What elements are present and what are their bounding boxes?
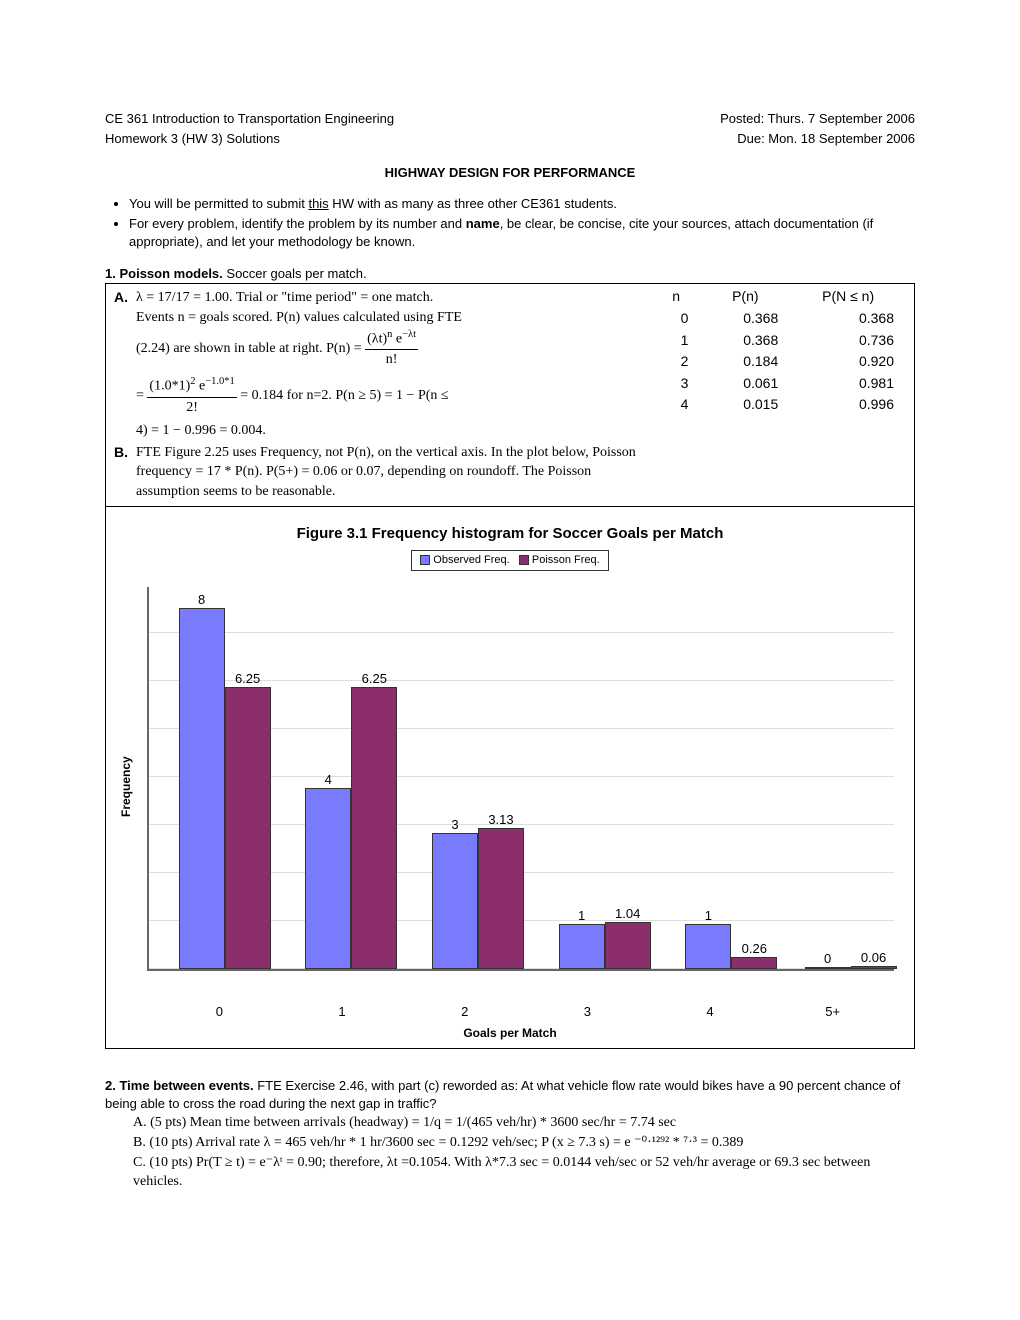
xtick: 2: [403, 1003, 526, 1021]
bar-group: 46.25: [305, 687, 397, 969]
xtick: 3: [526, 1003, 649, 1021]
bar-label: 1.04: [606, 905, 650, 923]
tbl-h-n: n: [652, 286, 700, 308]
bar-label: 0.26: [732, 940, 776, 958]
chart-xaxis: 012345+: [158, 1003, 894, 1021]
bar-label: 8: [180, 591, 224, 609]
header-left-2: Homework 3 (HW 3) Solutions: [105, 130, 280, 148]
bar-observed: 8: [179, 608, 225, 969]
header-right-2: Due: Mon. 18 September 2006: [737, 130, 915, 148]
instruction-item: You will be permitted to submit this HW …: [129, 195, 915, 213]
xtick: 0: [158, 1003, 281, 1021]
q1-box-left: A. λ = 17/17 = 1.00. Trial or "time peri…: [106, 284, 644, 505]
xtick: 4: [649, 1003, 772, 1021]
bar-poisson: 3.13: [478, 828, 524, 969]
instruction-list: You will be permitted to submit this HW …: [129, 195, 915, 252]
q2-a: A. (5 pts) Mean time between arrivals (h…: [133, 1113, 915, 1133]
bar-label: 4: [306, 771, 350, 789]
bar-label: 0.06: [852, 949, 896, 967]
legend-swatch-obs: [420, 555, 430, 565]
q1b-text: FTE Figure 2.25 uses Frequency, not P(n)…: [136, 443, 638, 502]
bar-poisson: 6.25: [225, 687, 271, 969]
bar-label: 6.25: [226, 670, 270, 688]
bar-group: 00.06: [805, 966, 897, 969]
chart-container: Figure 3.1 Frequency histogram for Socce…: [105, 507, 915, 1049]
chart-xlabel: Goals per Match: [116, 1025, 904, 1042]
bar-label: 3: [433, 816, 477, 834]
bar-observed: 0: [805, 967, 851, 969]
q2-c: C. (10 pts) Pr(T ≥ t) = e⁻λᵗ = 0.90; the…: [133, 1153, 915, 1192]
bar-poisson: 0.26: [731, 957, 777, 969]
instruction-item: For every problem, identify the problem …: [129, 215, 915, 251]
q1b-label: B.: [114, 443, 136, 463]
legend-swatch-poi: [519, 555, 529, 565]
bar-group: 10.26: [685, 924, 777, 969]
bar-observed: 1: [685, 924, 731, 969]
bar-label: 1: [560, 907, 604, 925]
xtick: 1: [281, 1003, 404, 1021]
page-title: HIGHWAY DESIGN FOR PERFORMANCE: [105, 164, 915, 182]
header-left-1: CE 361 Introduction to Transportation En…: [105, 110, 394, 128]
q1a-label: A.: [114, 288, 136, 308]
bar-poisson: 6.25: [351, 687, 397, 969]
chart-title: Figure 3.1 Frequency histogram for Socce…: [116, 523, 904, 544]
bar-group: 86.25: [179, 608, 271, 969]
tbl-h-cum: P(N ≤ n): [790, 286, 906, 308]
q1-box: A. λ = 17/17 = 1.00. Trial or "time peri…: [105, 283, 915, 506]
bar-observed: 4: [305, 788, 351, 969]
bar-label: 6.25: [352, 670, 396, 688]
q1-table: n P(n) P(N ≤ n) 00.3680.368 10.3680.736 …: [644, 284, 914, 505]
chart-plot: 86.2546.2533.1311.0410.2600.06: [147, 587, 894, 971]
chart-legend: Observed Freq. Poisson Freq.: [116, 550, 904, 571]
bar-label: 1: [686, 907, 730, 925]
q2-bold: Time between events.: [119, 1078, 253, 1093]
bar-poisson: 1.04: [605, 922, 651, 969]
chart-ylabel: Frequency: [116, 577, 137, 997]
bar-observed: 1: [559, 924, 605, 969]
q2: 2. Time between events. FTE Exercise 2.4…: [105, 1077, 915, 1192]
header-right-1: Posted: Thurs. 7 September 2006: [720, 110, 915, 128]
bar-group: 11.04: [559, 922, 651, 969]
bar-observed: 3: [432, 833, 478, 969]
bar-group: 33.13: [432, 828, 524, 969]
tbl-h-pn: P(n): [700, 286, 790, 308]
q2-b: B. (10 pts) Arrival rate λ = 465 veh/hr …: [133, 1133, 915, 1153]
bar-label: 3.13: [479, 811, 523, 829]
q1-heading: 1. Poisson models. Soccer goals per matc…: [105, 265, 915, 283]
q1a-text: λ = 17/17 = 1.00. Trial or "time period"…: [136, 288, 638, 440]
xtick: 5+: [771, 1003, 894, 1021]
q2-num: 2.: [105, 1078, 116, 1093]
bar-label: 0: [806, 950, 850, 968]
bar-poisson: 0.06: [851, 966, 897, 969]
